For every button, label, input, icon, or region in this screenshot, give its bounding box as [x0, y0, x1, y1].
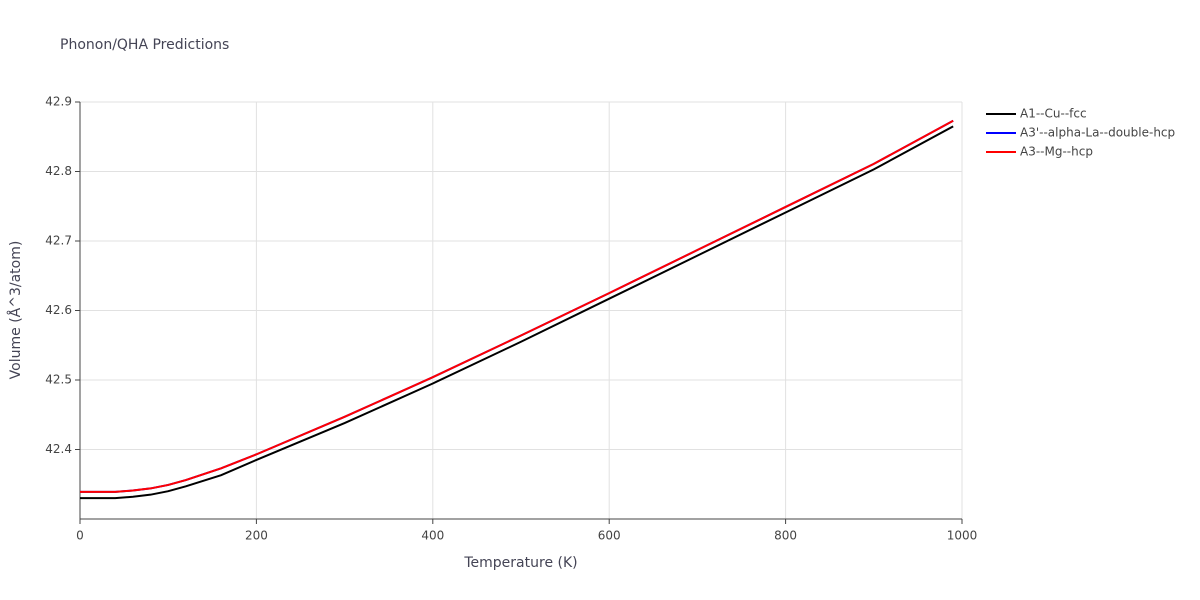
y-tick-label: 42.4	[45, 442, 72, 456]
y-tick-label: 42.8	[45, 164, 72, 178]
chart-title: Phonon/QHA Predictions	[60, 37, 229, 53]
legend-label: A1--Cu--fcc	[1020, 107, 1087, 121]
x-tick-label: 1000	[947, 529, 978, 543]
x-tick-label: 0	[76, 529, 84, 543]
x-tick-label: 400	[421, 529, 444, 543]
data-line	[80, 119, 954, 493]
x-tick-label: 800	[774, 529, 797, 543]
x-tick-label: 600	[598, 529, 621, 543]
y-tick-label: 42.6	[45, 303, 72, 317]
data-line	[80, 119, 954, 493]
y-tick-label: 42.5	[45, 373, 72, 387]
x-tick-label: 200	[245, 529, 268, 543]
y-tick-label: 42.7	[45, 234, 72, 248]
x-axis-title: Temperature (K)	[463, 555, 577, 571]
data-line	[80, 125, 954, 500]
y-axis-title: Volume (Å^3/atom)	[7, 241, 24, 380]
legend-label: A3'--alpha-La--double-hcp	[1020, 126, 1175, 140]
legend-label: A3--Mg--hcp	[1020, 145, 1093, 159]
y-tick-label: 42.9	[45, 95, 72, 109]
